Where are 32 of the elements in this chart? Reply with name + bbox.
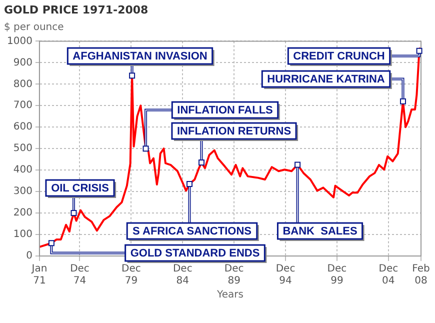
y-tick-label: 400 [13, 164, 32, 176]
annotation: INFLATION FALLS [177, 104, 273, 117]
chart-title: GOLD PRICE 1971-2008 [4, 3, 148, 16]
x-tick-label: Dec 94 [276, 264, 296, 287]
x-tick-label: Dec 74 [70, 264, 90, 287]
chart-subtitle: $ per ounce [4, 22, 64, 33]
x-tick-label: Dec 79 [122, 264, 141, 287]
y-tick-label: 500 [13, 143, 32, 154]
y-tick-label: 600 [13, 122, 32, 133]
annotation: GOLD STANDARD ENDS [130, 248, 260, 260]
y-tick-label: 1000 [6, 36, 32, 47]
x-tick-label: Dec 99 [327, 264, 347, 287]
y-tick-label: 300 [13, 186, 32, 198]
y-tick-label: 200 [13, 208, 32, 219]
x-tick-label: Feb 08 [412, 264, 430, 287]
y-tick-label: 900 [13, 57, 32, 68]
annotation: OIL CRISIS [51, 182, 109, 195]
x-axis-title: Years [216, 290, 244, 301]
annotation: INFLATION RETURNS [176, 126, 292, 138]
annotation: BANK SALES [282, 226, 358, 238]
annotation: AFGHANISTAN INVASION [72, 50, 208, 63]
y-tick-label: 700 [13, 100, 32, 112]
annotation: HURRICANE KATRINA [267, 74, 385, 86]
y-tick-label: 100 [13, 229, 32, 240]
x-tick-label: Jan 71 [30, 264, 48, 287]
annotation: CREDIT CRUNCH [293, 50, 385, 63]
x-tick-label: Dec 84 [172, 264, 192, 287]
y-tick-label: 800 [13, 78, 32, 90]
x-tick-label: Dec 89 [224, 264, 244, 287]
x-tick-label: Dec 04 [378, 264, 398, 287]
y-tick-label: 0 [26, 250, 32, 262]
annotation: S AFRICA SANCTIONS [132, 226, 252, 238]
